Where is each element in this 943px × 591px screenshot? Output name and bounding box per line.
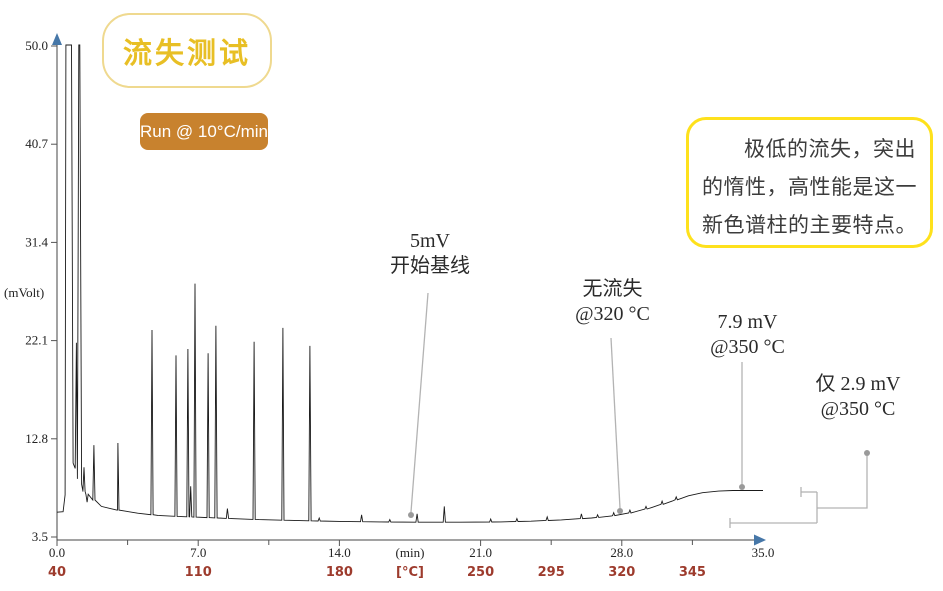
x-axis-unit-label: (min) <box>396 545 425 560</box>
dot-no-bleed <box>617 508 623 514</box>
y-axis-arrow-icon <box>52 33 62 45</box>
y-tick-label: 22.1 <box>25 333 48 348</box>
temp-axis-label: 320 <box>608 565 635 580</box>
x-tick-label: 7.0 <box>190 545 206 560</box>
annotation-start-baseline: 5mV 开始基线 <box>365 229 495 279</box>
dot-start-baseline <box>408 512 414 518</box>
leader-start-baseline <box>410 292 429 513</box>
temp-axis-label: 345 <box>679 565 706 580</box>
y-tick-label: 12.8 <box>25 431 48 446</box>
annotation-bleed-7-9: 7.9 mV @350 °C <box>695 310 800 360</box>
annotation-leaders <box>410 292 868 528</box>
y-tick-label: 50.0 <box>25 38 48 53</box>
annotation-line1: 无流失 <box>582 278 643 300</box>
temp-axis-label: 295 <box>538 565 565 580</box>
annotation-line1: 仅 2.9 mV <box>815 373 901 395</box>
y-axis-unit-label: (mVolt) <box>4 285 44 300</box>
x-axis-arrow-icon <box>754 534 766 546</box>
title-box: 流失测试 <box>102 13 272 88</box>
run-rate-badge: Run @ 10°C/min <box>140 113 268 150</box>
annotation-line1: 5mV <box>410 230 450 252</box>
annotation-line2: @350 °C <box>820 398 896 420</box>
annotation-no-bleed: 无流失 @320 °C <box>560 277 665 327</box>
annotation-bleed-2-9: 仅 2.9 mV @350 °C <box>795 372 921 422</box>
dot-bleed-2-9 <box>864 450 870 456</box>
axis-ticks: 3.5 12.8 22.1 31.4 40.7 50.0 (mVolt) 0.0 7.0 14.0… <box>4 38 774 580</box>
annotation-line2: @320 °C <box>575 303 650 325</box>
temp-axis-label: [°C] <box>396 565 424 580</box>
temp-axis-label: 250 <box>467 565 494 580</box>
temp-axis-label: 110 <box>185 565 212 580</box>
x-tick-label: 21.0 <box>469 545 492 560</box>
x-tick-label: 14.0 <box>328 545 351 560</box>
y-tick-label: 31.4 <box>25 234 48 249</box>
page-title: 流失测试 <box>122 35 251 70</box>
callout-box: 极低的流失，突出的惰性，高性能是这一新色谱柱的主要特点。 <box>686 117 933 248</box>
annotation-line2: @350 °C <box>710 336 785 358</box>
leader-no-bleed <box>610 337 621 509</box>
annotation-line2: 开始基线 <box>390 255 470 277</box>
x-tick-label: 35.0 <box>752 545 775 560</box>
x-tick-label: 28.0 <box>610 545 633 560</box>
temp-axis-label: 180 <box>326 565 353 580</box>
temp-axis-label: 40 <box>48 565 66 580</box>
annotation-dots <box>408 450 870 518</box>
annotation-line1: 7.9 mV <box>717 311 778 333</box>
signal-trace <box>56 44 763 523</box>
callout-text: 极低的流失，突出的惰性，高性能是这一新色谱柱的主要特点。 <box>702 137 917 237</box>
y-tick-label: 40.7 <box>25 136 48 151</box>
leader-bleed-2-9 <box>817 456 868 509</box>
x-tick-label: 0.0 <box>49 545 65 560</box>
y-tick-label: 3.5 <box>32 529 48 544</box>
dot-bleed-7-9 <box>739 484 745 490</box>
chromatogram-trace <box>56 44 763 523</box>
